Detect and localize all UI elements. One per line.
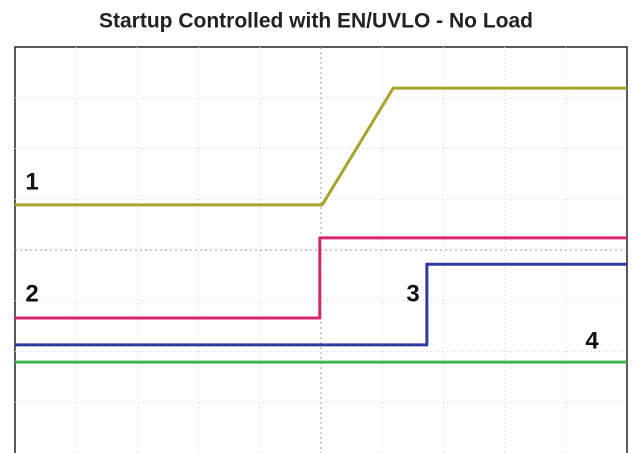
trace <box>15 86 627 207</box>
trace <box>15 262 627 347</box>
trace-label: 3 <box>406 280 419 307</box>
chart-title: Startup Controlled with EN/UVLO - No Loa… <box>99 10 533 33</box>
trace <box>15 236 627 320</box>
trace-label: 2 <box>25 280 38 307</box>
trace-label: 4 <box>585 327 599 354</box>
trace-label: 1 <box>25 168 38 195</box>
